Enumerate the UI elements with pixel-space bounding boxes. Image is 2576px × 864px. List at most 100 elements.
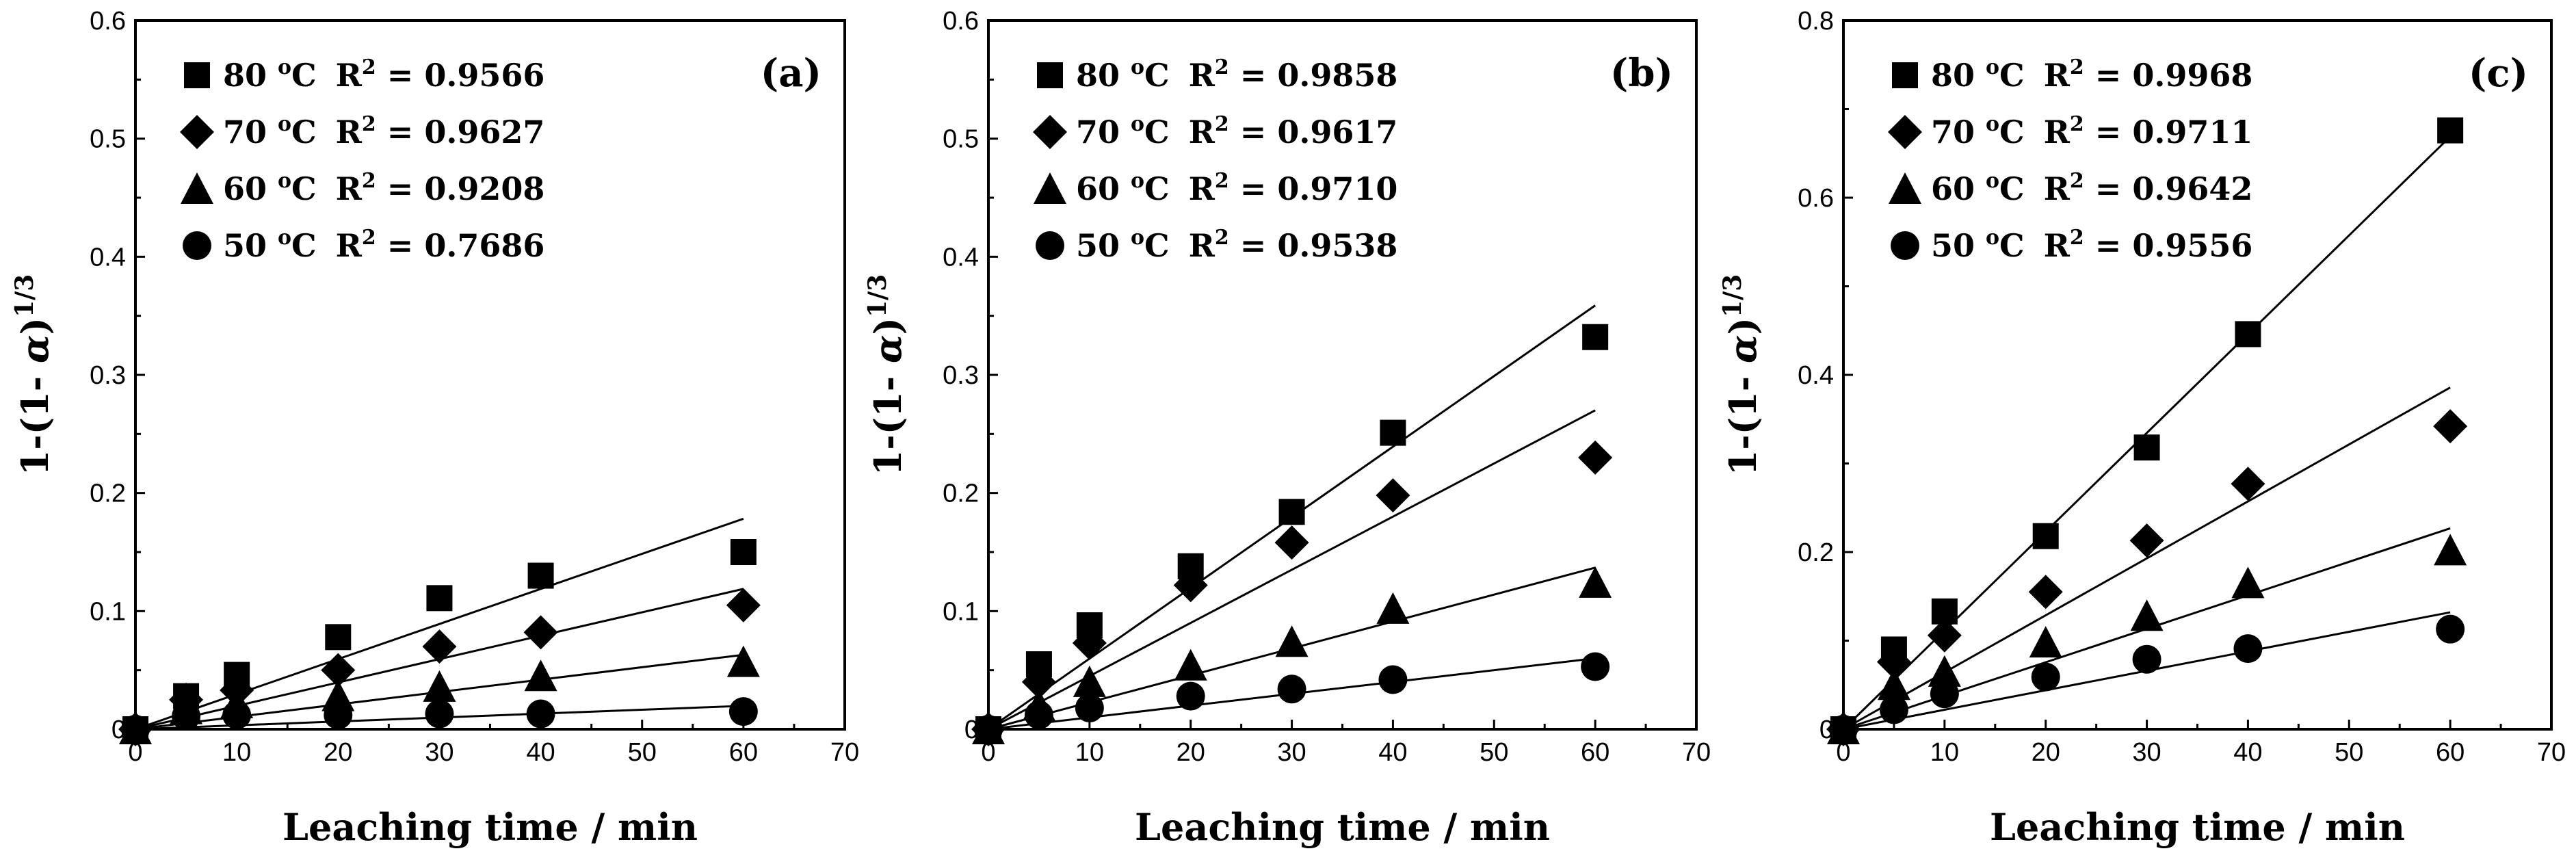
legend-temp: 50	[223, 227, 278, 264]
y-tick-label: 0	[1819, 716, 1834, 744]
legend-marker-70c	[1033, 115, 1067, 149]
y-title-symbol: α	[1721, 335, 1765, 363]
legend-r-label: R	[2044, 114, 2071, 150]
legend-r-exponent: 2	[362, 55, 376, 79]
y-title-exponent: 1/3	[863, 274, 892, 317]
y-tick-label: 0.5	[943, 125, 979, 154]
legend-temp: 80	[1931, 57, 1986, 94]
legend-r-exponent: 2	[2070, 55, 2084, 79]
legend-entry-60c: 60 oC R2 = 0.9642	[1931, 169, 2252, 207]
legend-r-label: R	[1189, 114, 1215, 150]
legend-temp: 60	[1076, 170, 1131, 207]
data-point-50c	[1176, 681, 1205, 711]
legend-unit: C	[1144, 57, 1170, 94]
y-title-exponent: 1/3	[10, 274, 39, 317]
y-tick-label: 0.6	[90, 7, 126, 36]
legend-unit: C	[291, 57, 317, 94]
legend-r-label: R	[2044, 57, 2071, 94]
data-point-80c	[730, 539, 757, 565]
legend-r2-value: = 0.9538	[1229, 227, 1398, 264]
legend-degree: o	[1131, 55, 1144, 79]
data-point-50c	[2436, 614, 2465, 644]
legend-r-label: R	[1189, 170, 1215, 207]
x-tick-label: 0	[128, 738, 142, 767]
data-point-80c	[2133, 434, 2160, 461]
legend-r-label: R	[336, 227, 363, 264]
legend-r-exponent: 2	[362, 169, 376, 193]
legend-r-label: R	[1189, 57, 1215, 94]
panel-label: (a)	[761, 51, 822, 96]
x-tick-label: 30	[1277, 738, 1306, 767]
legend-temp: 50	[1931, 227, 1986, 264]
legend-r-exponent: 2	[2070, 112, 2084, 136]
data-point-50c	[324, 701, 353, 730]
data-point-50c	[2132, 644, 2161, 674]
data-point-80c	[2437, 117, 2464, 144]
legend-entry-50c: 50 oC R2 = 0.9538	[1076, 226, 1397, 264]
legend-r-label: R	[336, 170, 363, 207]
y-tick-label: 0.3	[90, 361, 126, 390]
data-point-70c	[2231, 467, 2265, 501]
y-title-symbol: α	[13, 335, 57, 363]
y-tick-label: 0.1	[943, 597, 979, 626]
x-tick-label: 10	[222, 738, 251, 767]
data-point-70c	[1021, 664, 1056, 699]
legend-marker-70c	[180, 115, 214, 149]
data-point-50c	[1024, 701, 1053, 730]
legend-marker-60c	[1034, 172, 1066, 204]
data-point-50c	[121, 715, 150, 744]
data-point-70c	[1927, 618, 1962, 653]
data-point-60c	[1275, 625, 1309, 657]
legend-marker-50c	[1891, 231, 1919, 260]
legend-r-exponent: 2	[362, 112, 376, 136]
legend-r-exponent: 2	[2070, 226, 2084, 250]
y-tick-label: 0.4	[943, 243, 979, 272]
y-tick-label: 0.6	[943, 7, 979, 36]
legend-temp: 60	[223, 170, 278, 207]
x-tick-label: 60	[1581, 738, 1609, 767]
legend-temp: 80	[223, 57, 278, 94]
legend-degree: o	[278, 112, 291, 136]
data-point-80c	[2032, 523, 2059, 549]
x-axis-title: Leaching time / min	[1990, 805, 2405, 849]
legend-temp: 70	[223, 114, 278, 150]
legend-r2-value: = 0.9556	[2084, 227, 2253, 264]
legend-temp: 70	[1076, 114, 1131, 150]
legend-temp: 70	[1931, 114, 1986, 150]
legend-r2-value: = 0.7686	[376, 227, 545, 264]
data-point-50c	[2031, 662, 2060, 692]
legend-entry-70c: 70 oC R2 = 0.9627	[223, 112, 544, 150]
legend-unit: C	[291, 227, 317, 264]
x-tick-label: 70	[1682, 738, 1711, 767]
data-point-50c	[1930, 679, 1959, 709]
data-point-60c	[2029, 626, 2062, 658]
legend-degree: o	[1986, 226, 1999, 250]
legend-entry-50c: 50 oC R2 = 0.7686	[223, 226, 544, 264]
legend-unit: C	[1144, 227, 1170, 264]
x-tick-label: 40	[1378, 738, 1407, 767]
legend-unit: C	[1144, 114, 1170, 150]
x-axis-title: Leaching time / min	[282, 805, 698, 849]
legend-entry-60c: 60 oC R2 = 0.9710	[1076, 169, 1397, 207]
legend-r2-value: = 0.9710	[1229, 170, 1398, 207]
data-point-60c	[1877, 668, 1910, 701]
x-tick-label: 50	[628, 738, 657, 767]
legend-marker-70c	[1888, 115, 1922, 149]
y-tick-label: 0.4	[1798, 361, 1834, 390]
data-point-50c	[1879, 695, 1908, 724]
legend-r2-value: = 0.9858	[1229, 57, 1398, 94]
legend-r2-value: = 0.9617	[1229, 114, 1398, 150]
y-title-suffix: )	[866, 317, 910, 335]
legend-r-exponent: 2	[2070, 169, 2084, 193]
legend-unit: C	[291, 170, 317, 207]
legend-degree: o	[278, 55, 291, 79]
legend-marker-50c	[183, 231, 211, 260]
data-point-60c	[423, 670, 456, 702]
legend-degree: o	[278, 169, 291, 193]
y-tick-label: 0.4	[90, 243, 126, 272]
x-tick-label: 0	[981, 738, 995, 767]
legend-r2-value: = 0.9627	[376, 114, 545, 150]
y-tick-label: 0.3	[943, 361, 979, 390]
legend-marker-60c	[181, 172, 213, 204]
data-point-80c	[1380, 419, 1406, 446]
